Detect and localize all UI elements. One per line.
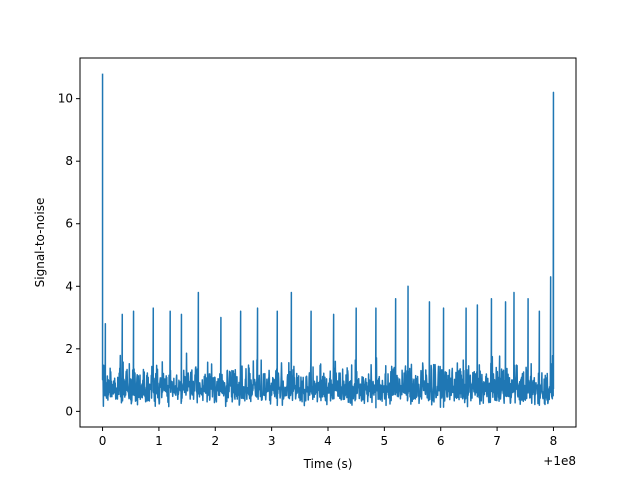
x-tick-label: 3 [268, 434, 276, 448]
x-tick-label: 5 [381, 434, 389, 448]
y-tick-label: 6 [65, 217, 73, 231]
y-tick-label: 10 [58, 92, 73, 106]
y-tick-label: 0 [65, 404, 73, 418]
x-tick-label: 6 [437, 434, 445, 448]
x-tick-label: 1 [155, 434, 163, 448]
x-tick-label: 0 [99, 434, 107, 448]
y-tick-label: 2 [65, 342, 73, 356]
x-axis-offset-label: +1e8 [543, 454, 576, 468]
snr-series-line [101, 73, 555, 409]
y-axis: 0 2 4 6 8 10 [58, 92, 80, 418]
x-tick-label: 2 [211, 434, 219, 448]
x-axis-title: Time (s) [303, 457, 353, 471]
x-tick-label: 7 [493, 434, 501, 448]
series-layer [101, 73, 555, 409]
y-axis-title: Signal-to-noise [33, 198, 47, 288]
x-tick-label: 8 [550, 434, 558, 448]
x-tick-label: 4 [324, 434, 332, 448]
y-tick-label: 8 [65, 154, 73, 168]
y-tick-label: 4 [65, 279, 73, 293]
x-axis: 0 1 2 3 4 5 6 7 8 [99, 427, 558, 448]
